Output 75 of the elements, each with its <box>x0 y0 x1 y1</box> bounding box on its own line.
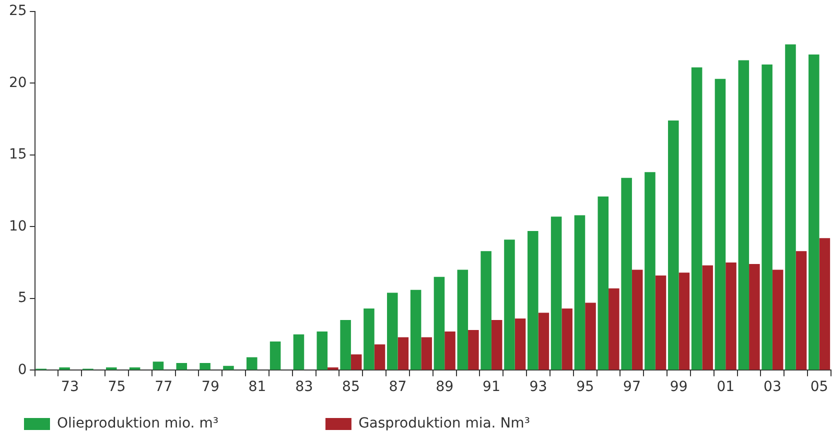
bar <box>702 265 713 370</box>
bar <box>444 331 456 370</box>
x-tick-label: 91 <box>482 379 500 396</box>
bar <box>434 276 445 370</box>
bar <box>410 290 422 370</box>
y-tick-label: 10 <box>8 218 27 234</box>
bar <box>246 357 258 370</box>
bar <box>621 178 632 370</box>
bar <box>550 216 562 370</box>
bar <box>528 230 538 370</box>
x-tick-label: 81 <box>248 379 266 396</box>
bar <box>457 270 468 370</box>
x-tick-label: 77 <box>154 379 173 396</box>
bar <box>374 344 386 370</box>
bar <box>655 275 666 370</box>
y-tick-label: 5 <box>18 290 27 306</box>
bar <box>270 341 281 370</box>
x-tick-label: 79 <box>202 379 220 396</box>
legend-label: Gasproduktion mia. Nm³ <box>358 416 619 432</box>
bar <box>796 251 807 370</box>
bar <box>726 262 736 370</box>
bar <box>808 54 820 370</box>
bar <box>480 251 492 370</box>
y-tick-label: 20 <box>8 74 27 91</box>
bar <box>504 240 515 370</box>
bar <box>644 172 656 370</box>
bar <box>223 366 234 370</box>
bar <box>819 238 830 370</box>
x-tick-label: 83 <box>295 379 314 396</box>
bar <box>152 362 164 370</box>
bar <box>632 270 643 370</box>
x-tick-label: 93 <box>529 379 548 396</box>
x-tick-label: 75 <box>108 379 126 396</box>
bar <box>691 67 702 370</box>
bar <box>398 337 409 370</box>
bar <box>538 312 550 370</box>
x-tick-label: 01 <box>716 379 735 396</box>
x-tick-label: 89 <box>436 379 454 396</box>
bar <box>762 64 772 370</box>
x-tick-label: 05 <box>810 379 828 396</box>
bar <box>340 320 351 370</box>
bar <box>316 331 328 370</box>
bar <box>678 272 690 370</box>
y-tick-label: 0 <box>18 362 27 378</box>
y-tick-label: 15 <box>8 146 27 163</box>
x-tick-label: 03 <box>764 379 782 396</box>
bar <box>608 288 620 370</box>
y-tick-label: 25 <box>8 3 27 20</box>
bar <box>772 270 784 370</box>
bar <box>364 308 374 370</box>
bar <box>491 320 502 370</box>
bar <box>468 330 479 370</box>
bar <box>350 354 362 370</box>
x-tick-label: 97 <box>623 379 641 396</box>
bar <box>562 308 572 370</box>
x-tick-label: 85 <box>342 379 360 396</box>
bar <box>714 78 726 370</box>
bar <box>598 196 609 370</box>
bar <box>176 363 188 370</box>
x-tick-label: 73 <box>61 379 79 396</box>
bar <box>785 44 796 370</box>
bar <box>749 264 760 370</box>
bar <box>514 318 526 370</box>
bar <box>738 60 750 370</box>
bar <box>421 337 432 370</box>
bar <box>574 215 586 370</box>
x-tick-label: 99 <box>670 379 688 396</box>
bar <box>668 120 679 370</box>
x-tick-label: 95 <box>576 379 594 396</box>
legend-label: Olieproduktion mio. m³ <box>57 416 308 432</box>
bar <box>387 292 398 370</box>
bar <box>200 363 210 370</box>
bar <box>585 302 596 370</box>
bar <box>293 334 304 370</box>
x-tick-label: 87 <box>388 379 407 396</box>
